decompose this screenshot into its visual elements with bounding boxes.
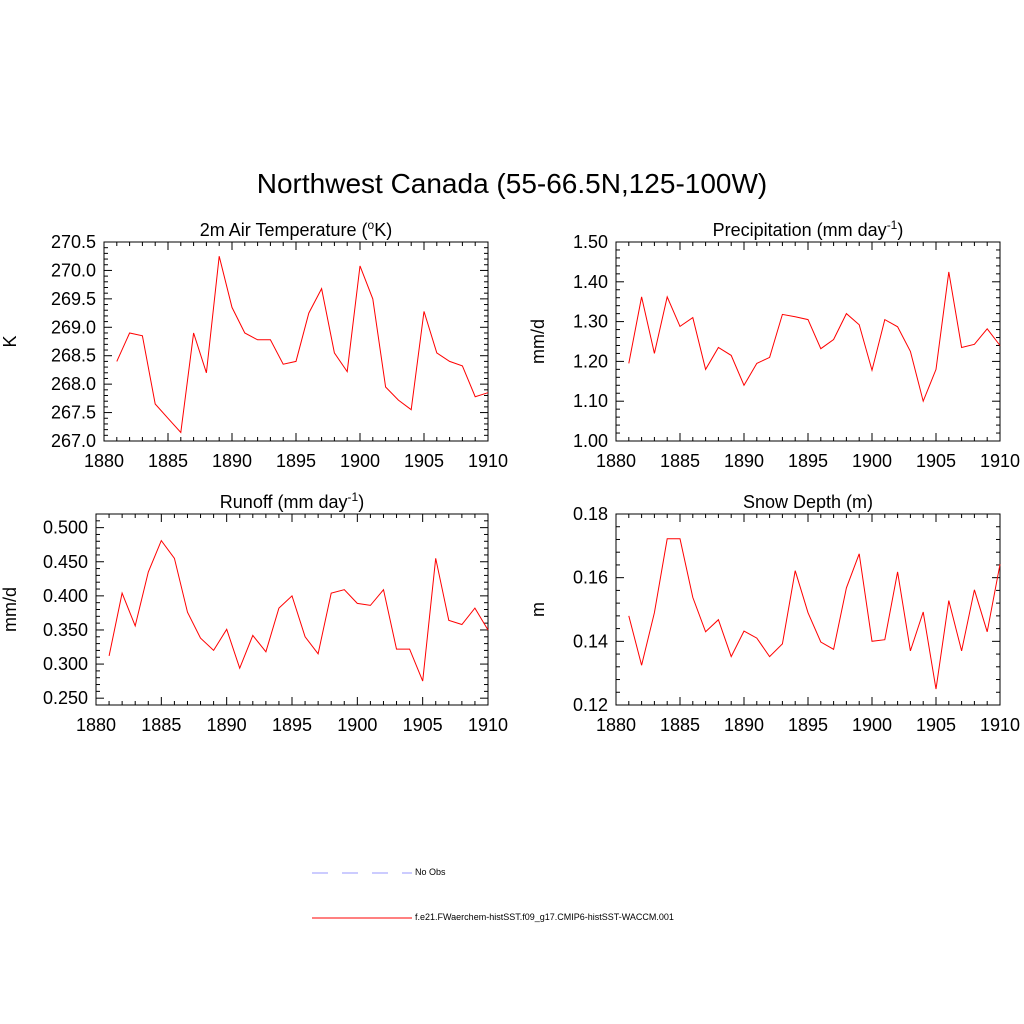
x-tick-label: 1905 [404,451,444,471]
plot-frame-3 [95,513,489,706]
y-tick-label: 0.350 [43,620,88,640]
x-tick-label: 1905 [916,451,956,471]
x-tick-label: 1900 [852,451,892,471]
x-tick-label: 1895 [276,451,316,471]
panel-title-1: 2m Air Temperature (oK) [200,218,392,240]
x-tick-label: 1905 [403,715,443,735]
x-tick-label: 1895 [788,451,828,471]
panel-title-4: Snow Depth (m) [743,492,873,512]
x-tick-label: 1885 [660,451,700,471]
x-tick-label: 1880 [596,451,636,471]
y-axis-label: m [528,602,548,617]
x-tick-label: 1910 [980,451,1020,471]
y-tick-label: 0.500 [43,518,88,538]
panel-title-3: Runoff (mm day-1) [220,490,364,512]
x-tick-label: 1890 [724,715,764,735]
y-tick-label: 0.400 [43,586,88,606]
y-tick-label: 1.00 [573,431,608,451]
series-line-4-1 [628,538,1001,690]
y-axis-label: mm/d [528,319,548,364]
x-tick-label: 1880 [596,715,636,735]
x-tick-label: 1900 [340,451,380,471]
y-tick-label: 0.16 [573,568,608,588]
y-axis-label: K [0,335,20,347]
y-tick-label: 0.18 [573,504,608,524]
x-tick-label: 1910 [468,451,508,471]
x-tick-label: 1890 [207,715,247,735]
y-axis-label: mm/d [0,587,20,632]
x-tick-label: 1880 [84,451,124,471]
y-tick-label: 0.300 [43,654,88,674]
x-tick-label: 1900 [337,715,377,735]
x-tick-label: 1880 [76,715,116,735]
y-tick-label: 268.0 [51,374,96,394]
series-line-1-1 [116,256,489,434]
legend-label-model: f.e21.FWaerchem-histSST.f09_g17.CMIP6-hi… [415,912,674,922]
series-line-2-1 [628,271,1001,403]
y-tick-label: 270.0 [51,260,96,280]
x-tick-label: 1885 [660,715,700,735]
plot-frame-2 [615,241,1001,442]
y-tick-label: 1.30 [573,312,608,332]
x-tick-label: 1910 [468,715,508,735]
y-tick-label: 270.5 [51,232,96,252]
plot-frame-4 [615,513,1001,706]
x-tick-label: 1890 [212,451,252,471]
y-tick-label: 1.10 [573,391,608,411]
x-tick-label: 1890 [724,451,764,471]
y-tick-label: 267.5 [51,403,96,423]
y-tick-label: 0.12 [573,695,608,715]
x-tick-label: 1885 [141,715,181,735]
y-tick-label: 0.450 [43,552,88,572]
y-tick-label: 1.50 [573,232,608,252]
y-tick-label: 0.14 [573,631,608,651]
x-tick-label: 1905 [916,715,956,735]
x-tick-label: 1895 [272,715,312,735]
y-tick-label: 268.5 [51,346,96,366]
y-tick-label: 1.20 [573,351,608,371]
page-title: Northwest Canada (55-66.5N,125-100W) [256,168,768,199]
legend-label-no-obs: No Obs [415,867,446,877]
y-tick-label: 267.0 [51,431,96,451]
y-tick-label: 269.0 [51,317,96,337]
y-tick-label: 269.5 [51,289,96,309]
x-tick-label: 1885 [148,451,188,471]
y-tick-label: 1.40 [573,272,608,292]
y-tick-label: 0.250 [43,688,88,708]
panel-title-2: Precipitation (mm day-1) [713,218,904,240]
x-tick-label: 1895 [788,715,828,735]
x-tick-label: 1910 [980,715,1020,735]
series-line-3-1 [108,539,489,682]
x-tick-label: 1900 [852,715,892,735]
